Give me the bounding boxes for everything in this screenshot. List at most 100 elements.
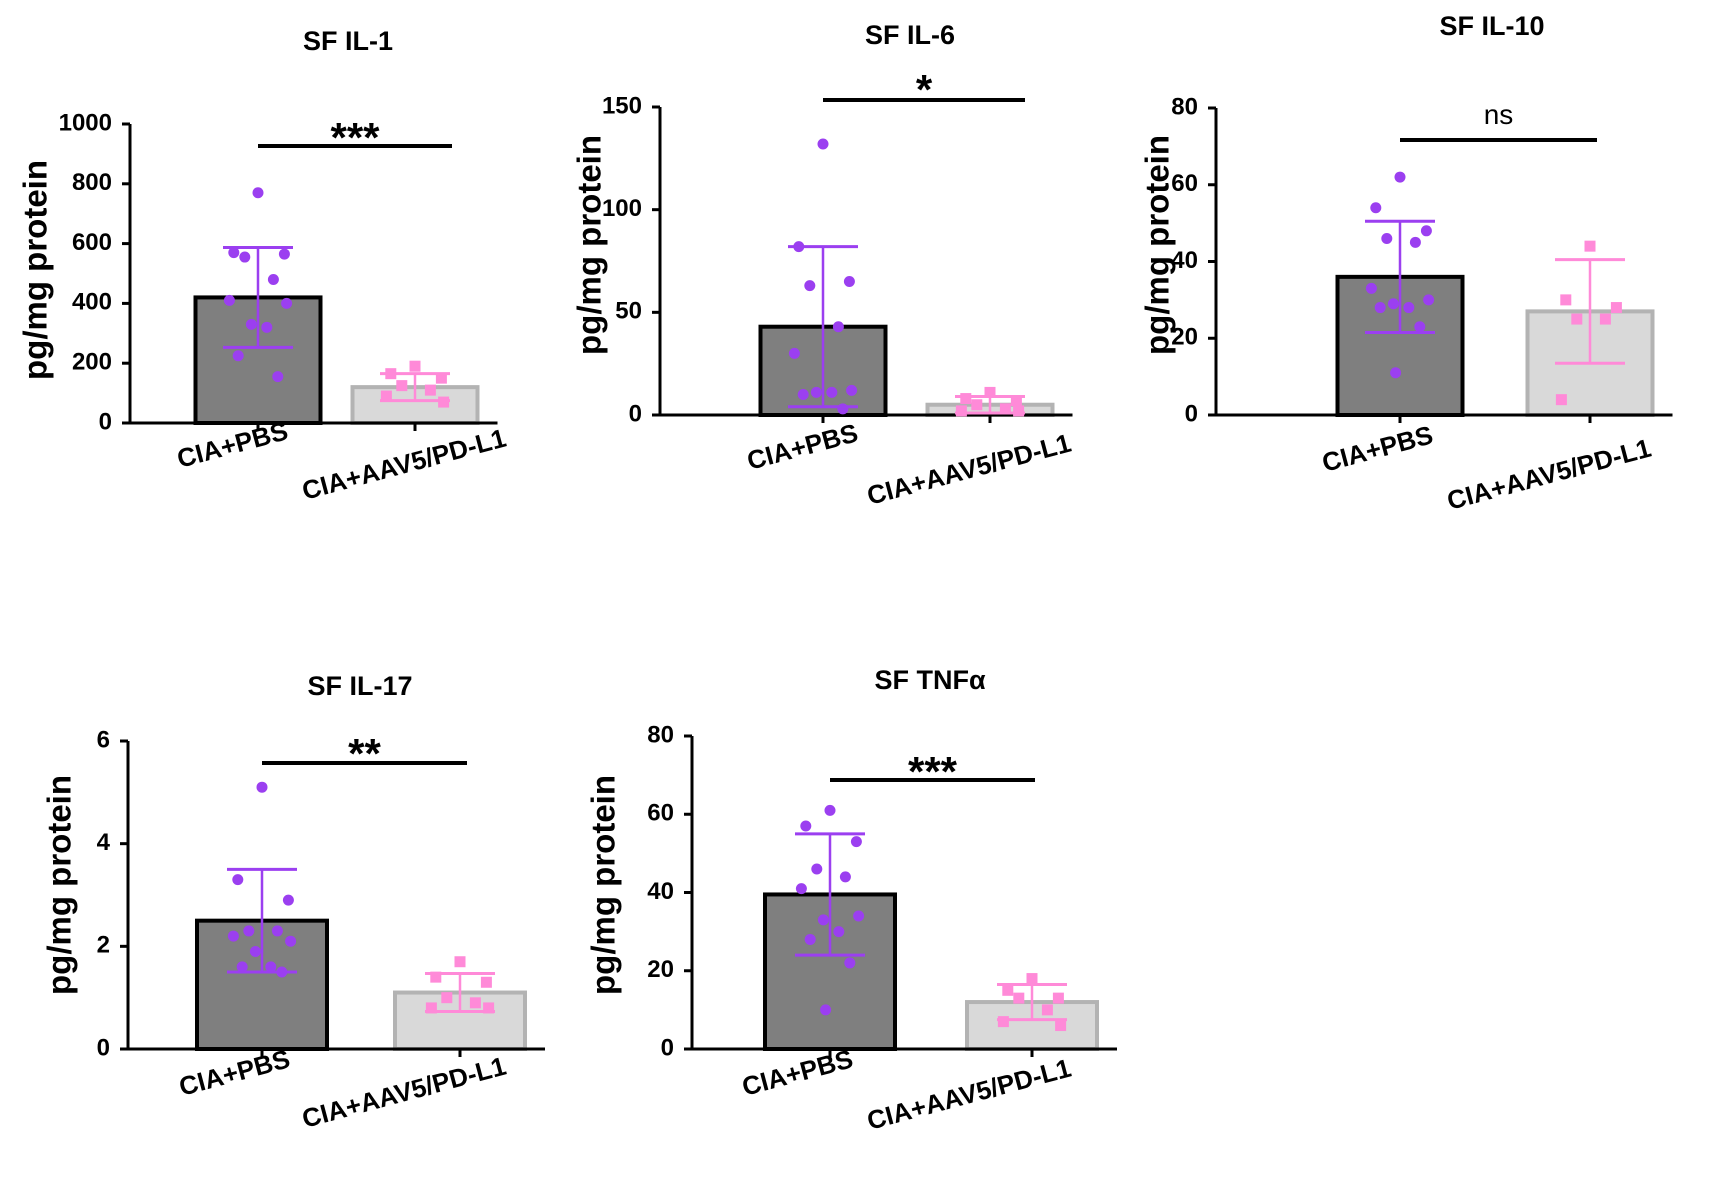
y-tick-label: 0 bbox=[661, 1034, 674, 1061]
chart-title: SF IL-6 bbox=[865, 20, 955, 50]
error-bar-pbs bbox=[788, 245, 858, 409]
data-point-pbs bbox=[1370, 202, 1382, 214]
data-point-pbs bbox=[278, 248, 290, 260]
y-tick-label: 20 bbox=[1171, 324, 1198, 351]
data-point-aav5-pdl1 bbox=[1560, 294, 1572, 306]
data-point-pbs bbox=[285, 935, 297, 947]
data-point-pbs bbox=[228, 247, 240, 259]
error-bar-aav5-pdl1 bbox=[425, 972, 495, 1014]
data-point-pbs bbox=[232, 350, 244, 362]
significance-label: * bbox=[916, 66, 933, 113]
data-point-pbs bbox=[271, 925, 283, 937]
data-point-pbs bbox=[1387, 298, 1399, 310]
data-point-pbs bbox=[245, 318, 257, 330]
data-point-pbs bbox=[267, 273, 279, 285]
data-point-pbs bbox=[232, 874, 244, 886]
data-point-pbs bbox=[239, 251, 251, 263]
data-point-pbs bbox=[788, 347, 800, 359]
chart-title: SF IL-1 bbox=[303, 26, 393, 56]
y-tick-label: 50 bbox=[615, 298, 642, 325]
y-axis-label: pg/mg protein bbox=[1139, 135, 1176, 355]
data-point-pbs bbox=[844, 957, 856, 969]
error-bar-aav5-pdl1 bbox=[380, 372, 450, 403]
data-point-pbs bbox=[261, 321, 273, 333]
x-category-label: CIA+PBS bbox=[744, 417, 861, 475]
data-point-pbs bbox=[817, 914, 829, 926]
y-tick-label: 100 bbox=[602, 195, 642, 222]
data-point-pbs bbox=[1420, 225, 1432, 237]
data-point-aav5-pdl1 bbox=[984, 386, 996, 398]
y-axis-label: pg/mg protein bbox=[17, 160, 54, 380]
x-category-label: CIA+PBS bbox=[739, 1043, 856, 1101]
data-point-pbs bbox=[249, 945, 261, 957]
y-tick-label: 4 bbox=[97, 829, 111, 856]
y-tick-label: 200 bbox=[72, 349, 112, 376]
data-point-aav5-pdl1 bbox=[1555, 394, 1567, 406]
y-tick-label: 0 bbox=[1185, 400, 1198, 427]
error-bar-aav5-pdl1 bbox=[955, 395, 1025, 415]
data-point-pbs bbox=[1403, 302, 1415, 314]
x-category-label: CIA+AAV5/PD-L1 bbox=[864, 1053, 1074, 1136]
y-tick-label: 80 bbox=[647, 721, 674, 748]
data-point-pbs bbox=[811, 863, 823, 875]
data-point-aav5-pdl1 bbox=[1002, 984, 1014, 996]
data-point-pbs bbox=[817, 138, 829, 150]
data-point-aav5-pdl1 bbox=[1599, 313, 1611, 325]
data-point-aav5-pdl1 bbox=[483, 1002, 495, 1014]
y-axis-label: pg/mg protein bbox=[585, 775, 622, 995]
data-point-pbs bbox=[837, 403, 849, 415]
data-point-pbs bbox=[243, 925, 255, 937]
data-point-pbs bbox=[839, 871, 851, 883]
chart-panel: SF IL-6 pg/mg protein 0 50 100 150 CIA+PBS CIA+… bbox=[571, 20, 1074, 511]
data-point-aav5-pdl1 bbox=[1055, 1020, 1067, 1032]
data-point-pbs bbox=[804, 933, 816, 945]
error-bar-pbs bbox=[227, 867, 297, 974]
data-point-aav5-pdl1 bbox=[380, 390, 392, 402]
data-point-aav5-pdl1 bbox=[430, 971, 442, 983]
data-point-aav5-pdl1 bbox=[997, 1016, 1009, 1028]
data-point-pbs bbox=[797, 388, 809, 400]
x-category-label: CIA+AAV5/PD-L1 bbox=[299, 1051, 509, 1134]
data-point-aav5-pdl1 bbox=[435, 372, 447, 384]
x-category-label: CIA+AAV5/PD-L1 bbox=[1444, 433, 1654, 516]
data-point-aav5-pdl1 bbox=[1584, 240, 1596, 252]
y-tick-label: 400 bbox=[72, 289, 112, 316]
data-point-pbs bbox=[804, 280, 816, 292]
data-point-aav5-pdl1 bbox=[409, 360, 421, 372]
y-tick-label: 150 bbox=[602, 92, 642, 119]
data-point-pbs bbox=[252, 187, 264, 199]
data-point-aav5-pdl1 bbox=[1610, 302, 1622, 314]
data-point-aav5-pdl1 bbox=[1010, 395, 1022, 407]
significance-label: *** bbox=[908, 748, 958, 795]
data-point-pbs bbox=[272, 371, 284, 383]
data-point-aav5-pdl1 bbox=[955, 405, 967, 417]
error-bar-aav5-pdl1 bbox=[1555, 258, 1625, 365]
y-tick-label: 60 bbox=[647, 800, 674, 827]
y-axis-label: pg/mg protein bbox=[571, 135, 608, 355]
y-tick-label: 20 bbox=[647, 956, 674, 983]
data-point-pbs bbox=[1423, 294, 1435, 306]
x-category-label: CIA+PBS bbox=[176, 1043, 293, 1101]
y-tick-label: 0 bbox=[99, 408, 112, 435]
data-point-pbs bbox=[832, 321, 844, 333]
data-point-pbs bbox=[282, 894, 294, 906]
data-point-pbs bbox=[795, 883, 807, 895]
data-point-pbs bbox=[810, 386, 822, 398]
chart-panel: SF TNFα pg/mg protein 0 20 40 60 80 CIA+PBS CIA+… bbox=[585, 665, 1117, 1136]
data-point-aav5-pdl1 bbox=[971, 399, 983, 411]
data-point-pbs bbox=[826, 386, 838, 398]
data-point-pbs bbox=[833, 926, 845, 938]
chart-panel: SF IL-10 pg/mg protein 0 20 40 60 80 CIA+PBS CIA… bbox=[1139, 11, 1673, 516]
data-point-aav5-pdl1 bbox=[1013, 992, 1025, 1004]
data-point-pbs bbox=[820, 1004, 832, 1016]
data-point-aav5-pdl1 bbox=[469, 997, 481, 1009]
data-point-aav5-pdl1 bbox=[960, 393, 972, 405]
data-point-pbs bbox=[1374, 302, 1386, 314]
error-bar-pbs bbox=[223, 245, 293, 349]
x-category-label: CIA+PBS bbox=[1319, 419, 1436, 477]
error-bar-pbs bbox=[1365, 219, 1435, 334]
data-point-aav5-pdl1 bbox=[1026, 973, 1038, 985]
data-point-aav5-pdl1 bbox=[424, 384, 436, 396]
chart-panel: SF IL-17 pg/mg protein 0 2 4 6 CIA+PBS CIA+AAV5… bbox=[41, 671, 545, 1134]
chart-panel: SF IL-1 pg/mg protein 0 200 400 600 800 1000 CIA… bbox=[17, 26, 509, 506]
